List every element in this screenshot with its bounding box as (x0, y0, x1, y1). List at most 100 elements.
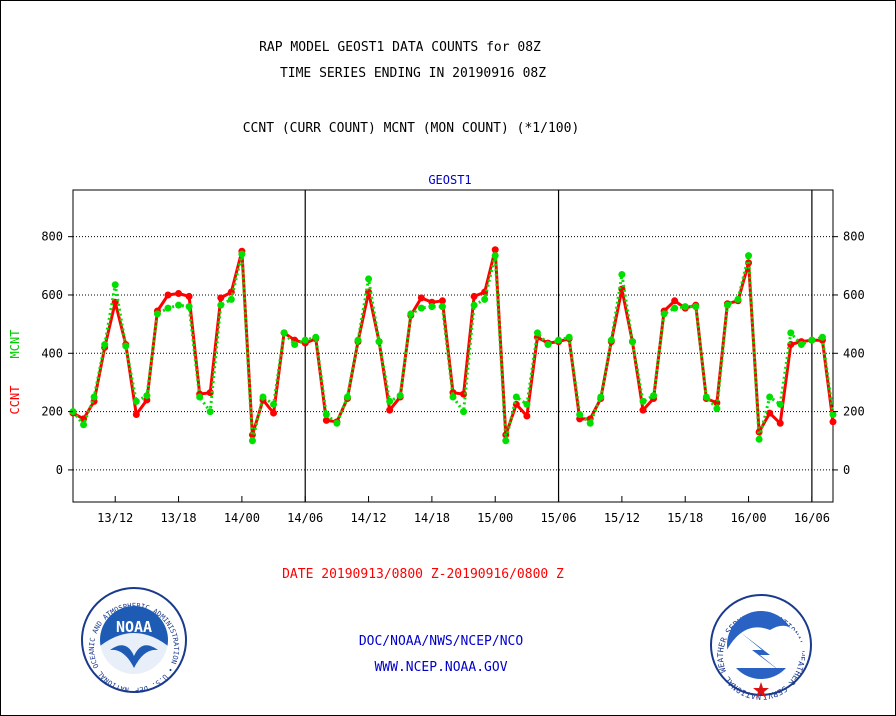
data-point-ccnt (270, 409, 278, 417)
ytick-label-right: 800 (843, 230, 865, 244)
ytick-label-left: 0 (56, 463, 63, 477)
data-point-mcnt (671, 304, 679, 312)
plot-border (72, 189, 834, 503)
data-point-mcnt (734, 295, 742, 303)
data-point-mcnt (175, 301, 183, 309)
data-point-ccnt (322, 416, 330, 424)
ytick-label-right: 0 (843, 463, 850, 477)
data-point-ccnt (470, 292, 478, 300)
data-point-ccnt (671, 297, 679, 305)
data-point-mcnt (618, 271, 626, 279)
xtick-label: 14/06 (287, 511, 323, 525)
data-point-mcnt (280, 329, 288, 337)
data-point-mcnt (470, 301, 478, 309)
axis-layer (72, 189, 834, 503)
chart-title-line1: RAP MODEL GEOST1 DATA COUNTS for 08Z (259, 40, 541, 55)
data-point-mcnt (502, 437, 510, 445)
data-point-mcnt (322, 411, 330, 419)
ytick-label-right: 600 (843, 288, 865, 302)
ytick-label-right: 400 (843, 346, 865, 360)
data-point-ccnt (639, 406, 647, 414)
data-point-mcnt (343, 393, 351, 401)
xtick-label: 15/12 (604, 511, 640, 525)
data-point-mcnt (153, 310, 161, 318)
data-point-mcnt (375, 338, 383, 346)
data-point-mcnt (185, 303, 193, 311)
footer-date-range: DATE 20190913/0800 Z-20190916/0800 Z (282, 567, 564, 582)
data-point-mcnt (755, 435, 763, 443)
data-point-mcnt (692, 303, 700, 311)
data-point-mcnt (238, 250, 246, 258)
data-point-mcnt (829, 411, 837, 419)
ytick-label-left: 200 (41, 405, 63, 419)
data-point-mcnt (417, 304, 425, 312)
data-point-mcnt (227, 295, 235, 303)
data-point-mcnt (301, 336, 309, 344)
data-point-ccnt (217, 294, 225, 302)
data-point-mcnt (808, 336, 816, 344)
data-point-mcnt (438, 303, 446, 311)
xtick-label: 14/00 (224, 511, 260, 525)
data-point-mcnt (787, 329, 795, 337)
data-point-mcnt (555, 336, 563, 344)
data-point-mcnt (396, 392, 404, 400)
xtick-label: 14/18 (414, 511, 450, 525)
noaa-text: NOAA (116, 618, 152, 636)
series-line-mcnt (71, 252, 835, 443)
data-point-mcnt (460, 408, 468, 416)
data-point-mcnt (512, 393, 520, 401)
data-point-mcnt (628, 338, 636, 346)
data-point-mcnt (333, 419, 341, 427)
data-point-ccnt (776, 419, 784, 427)
data-point-ccnt (175, 290, 183, 298)
data-point-mcnt (776, 400, 784, 408)
tick-layer: 0 0 200 200 400 400 600 600 800 800 13/12 13/18 14/0… (41, 230, 864, 525)
ytick-label-right: 200 (843, 405, 865, 419)
data-point-mcnt (196, 393, 204, 401)
chart-subtitle: CCNT (CURR COUNT) MCNT (MON COUNT) (*1/1… (243, 121, 580, 136)
data-point-ccnt (460, 390, 468, 398)
data-point-mcnt (491, 252, 499, 260)
data-point-mcnt (607, 336, 615, 344)
footer-url-link[interactable]: WWW.NCEP.NOAA.GOV (374, 660, 507, 675)
data-point-mcnt (576, 411, 584, 419)
data-point-mcnt (101, 341, 109, 349)
data-point-mcnt (270, 400, 278, 408)
footer-org-link[interactable]: DOC/NOAA/NWS/NCEP/NCO (359, 634, 524, 649)
series-layer (69, 246, 837, 445)
data-point-ccnt (185, 292, 193, 300)
ytick-label-left: 600 (41, 288, 63, 302)
data-point-ccnt (386, 406, 394, 414)
noaa-logo: NATIONAL OCEANIC AND ATMOSPHERIC ADMINIS… (0, 0, 187, 694)
data-point-mcnt (164, 304, 172, 312)
data-point-mcnt (206, 408, 214, 416)
grid-layer (73, 236, 833, 471)
xtick-label: 16/06 (794, 511, 830, 525)
data-point-mcnt (544, 341, 552, 349)
data-point-mcnt (745, 252, 753, 260)
xtick-label: 15/18 (667, 511, 703, 525)
data-point-mcnt (818, 333, 826, 341)
data-point-mcnt (143, 392, 151, 400)
data-point-mcnt (248, 437, 256, 445)
data-point-ccnt (438, 297, 446, 305)
data-point-mcnt (122, 342, 130, 350)
data-point-ccnt (206, 389, 214, 397)
data-point-mcnt (407, 310, 415, 318)
xtick-label: 16/00 (730, 511, 766, 525)
data-point-mcnt (702, 393, 710, 401)
data-point-ccnt (766, 409, 774, 417)
panel-label: GEOST1 (428, 173, 471, 187)
xtick-label: 14/12 (350, 511, 386, 525)
ytick-label-left: 800 (41, 230, 63, 244)
data-point-mcnt (639, 397, 647, 405)
data-point-mcnt (428, 303, 436, 311)
data-point-mcnt (713, 405, 721, 413)
xtick-label: 15/00 (477, 511, 513, 525)
data-point-mcnt (365, 275, 373, 283)
data-point-mcnt (217, 301, 225, 309)
chart-title-line2: TIME SERIES ENDING IN 20190916 08Z (280, 66, 546, 81)
ylabel-ccnt: CCNT (8, 386, 22, 415)
data-point-mcnt (723, 301, 731, 309)
